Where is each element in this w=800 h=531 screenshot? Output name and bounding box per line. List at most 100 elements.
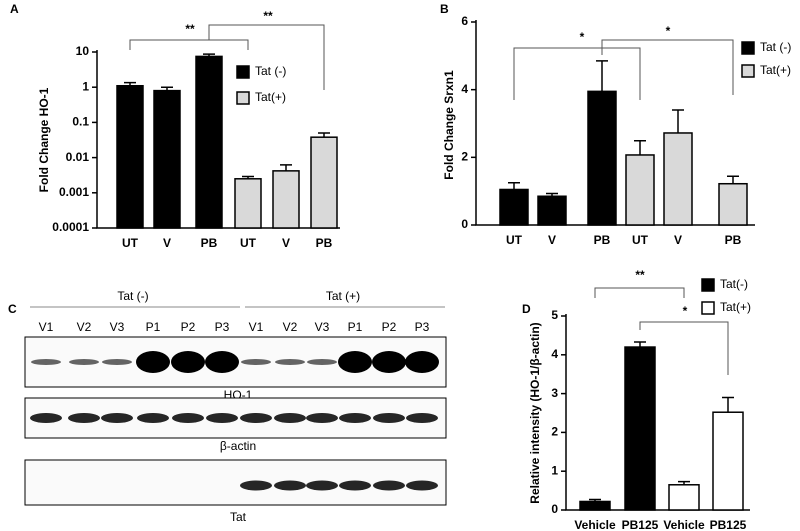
- blot-band: [240, 480, 272, 491]
- y-tick-label: 3: [551, 386, 558, 400]
- bar: [310, 136, 338, 229]
- significance-bracket: [129, 39, 249, 50]
- significance-bracket: [601, 39, 734, 95]
- bar: [663, 132, 693, 226]
- panel-label: A: [10, 2, 19, 16]
- y-axis-label: Relative intensity (HO-1/β-actin): [528, 322, 542, 503]
- x-tick-label: PB: [316, 236, 333, 250]
- bar: [234, 178, 262, 229]
- blot-band: [206, 413, 238, 423]
- lane-label: V2: [77, 320, 92, 334]
- bar: [499, 188, 529, 226]
- x-tick-label: V: [674, 233, 682, 247]
- blot-band: [406, 480, 438, 491]
- y-tick-label: 0: [461, 217, 468, 231]
- bar: [712, 411, 744, 511]
- x-tick-label: PB125: [622, 518, 659, 531]
- x-tick-label: UT: [632, 233, 649, 247]
- blot-band: [372, 351, 406, 373]
- blot-band: [69, 359, 99, 365]
- error-bar: [634, 341, 646, 348]
- legend-swatch: [701, 278, 715, 292]
- x-tick-label: V: [163, 236, 171, 250]
- significance-bracket: [208, 24, 325, 90]
- y-axis-label: Fold Change HO-1: [37, 87, 51, 192]
- blot-band: [205, 351, 239, 373]
- blot-band: [30, 413, 62, 423]
- legend-swatch: [236, 91, 250, 105]
- significance-bracket: [594, 287, 685, 298]
- legend-label: Tat (-): [255, 64, 286, 78]
- blot-label: Tat: [230, 510, 247, 524]
- blot-band: [306, 413, 338, 423]
- blot-band: [274, 413, 306, 423]
- bar: [718, 182, 748, 226]
- error-bar: [634, 140, 646, 155]
- group-label: Tat (+): [326, 289, 360, 303]
- legend-label: Tat(+): [255, 90, 286, 104]
- lane-label: V1: [39, 320, 54, 334]
- x-tick-label: PB: [725, 233, 742, 247]
- y-tick-label: 1: [82, 79, 89, 93]
- y-tick-label: 6: [461, 14, 468, 28]
- x-tick-label: Vehicle: [574, 518, 616, 531]
- y-tick-label: 0.001: [59, 185, 89, 199]
- x-tick-label: UT: [240, 236, 257, 250]
- legend-swatch: [701, 301, 715, 315]
- lane-label: V2: [283, 320, 298, 334]
- blot-label: β-actin: [220, 439, 256, 453]
- blot-band: [136, 351, 170, 373]
- blot-band: [338, 351, 372, 373]
- legend-label: Tat(+): [760, 63, 791, 77]
- blot-band: [240, 413, 272, 423]
- x-tick-label: UT: [506, 233, 523, 247]
- error-bar: [672, 109, 684, 133]
- blot-band: [171, 351, 205, 373]
- bar: [537, 195, 567, 226]
- panel-label: C: [8, 302, 17, 316]
- y-tick-label: 0.01: [66, 150, 90, 164]
- y-tick-label: 4: [461, 82, 468, 96]
- blot-band: [31, 359, 61, 365]
- blot-band: [373, 480, 405, 491]
- x-tick-label: V: [282, 236, 290, 250]
- error-bar: [727, 175, 739, 184]
- legend-label: Tat(+): [720, 300, 751, 314]
- blot-band: [101, 413, 133, 423]
- x-tick-label: Vehicle: [663, 518, 705, 531]
- lane-label: P3: [415, 320, 430, 334]
- bar: [624, 346, 656, 511]
- lane-label: P2: [181, 320, 196, 334]
- y-tick-label: 2: [551, 425, 558, 439]
- legend-swatch: [236, 65, 250, 79]
- blot-band: [102, 359, 132, 365]
- blot-band: [406, 413, 438, 423]
- x-tick-label: UT: [122, 236, 139, 250]
- y-tick-label: 0: [551, 502, 558, 516]
- y-tick-label: 0.1: [72, 115, 89, 129]
- error-bar: [596, 60, 608, 92]
- error-bar: [508, 181, 520, 190]
- x-tick-label: V: [548, 233, 556, 247]
- y-tick-label: 4: [551, 347, 558, 361]
- significance-label: **: [185, 22, 195, 36]
- blot-band: [405, 351, 439, 373]
- legend-swatch: [741, 41, 755, 55]
- y-tick-label: 2: [461, 150, 468, 164]
- blot-band: [68, 413, 100, 423]
- blot-band: [373, 413, 405, 423]
- blot-band: [241, 359, 271, 365]
- bar: [625, 154, 655, 226]
- y-tick-label: 1: [551, 463, 558, 477]
- x-tick-label: PB: [594, 233, 611, 247]
- blot-band: [172, 413, 204, 423]
- bar: [116, 84, 144, 229]
- error-bar: [280, 164, 292, 171]
- y-tick-label: 10: [76, 44, 90, 58]
- x-tick-label: PB: [201, 236, 218, 250]
- significance-bracket: [639, 321, 729, 375]
- lane-label: P3: [215, 320, 230, 334]
- lane-label: P1: [146, 320, 161, 334]
- lane-label: V1: [249, 320, 264, 334]
- significance-label: **: [263, 9, 273, 23]
